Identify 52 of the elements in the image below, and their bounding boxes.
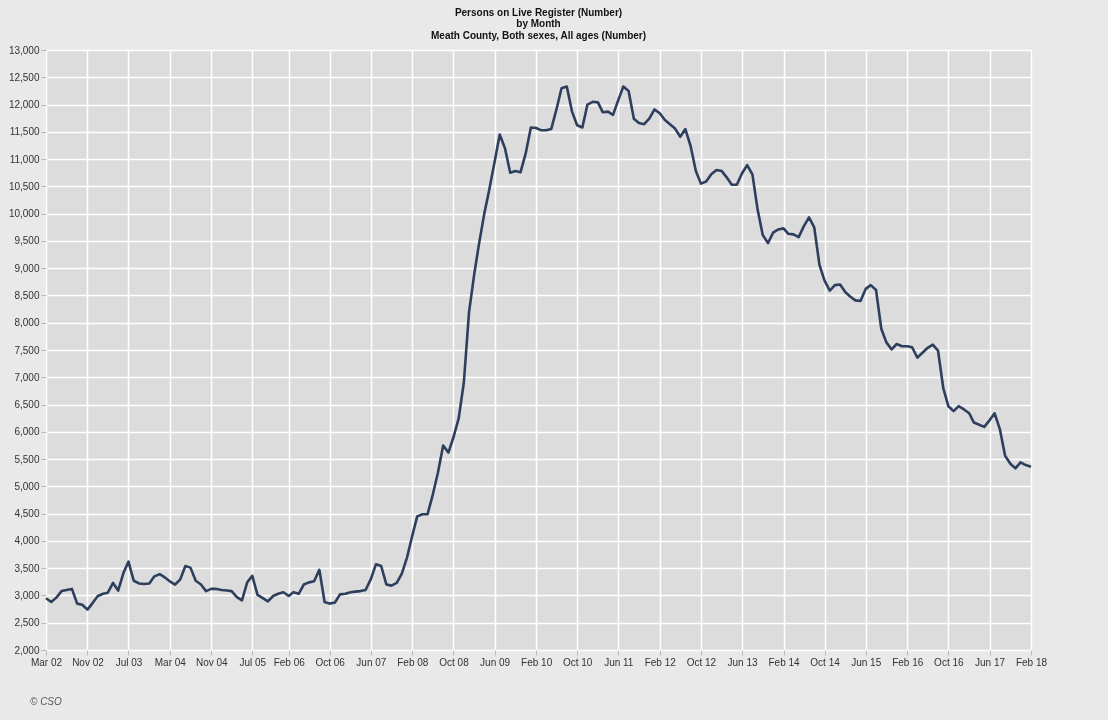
x-tick-label: Oct 10 xyxy=(562,656,593,668)
x-tick-label: Oct 06 xyxy=(315,656,346,668)
x-tick-label: Feb 10 xyxy=(521,656,553,668)
x-tick-label: Feb 12 xyxy=(644,656,677,668)
y-tick-label: 7,000 xyxy=(14,371,40,383)
x-tick-label: Jun 11 xyxy=(604,656,634,668)
x-tick-label: Jun 17 xyxy=(974,656,1006,668)
x-tick-label: Mar 02 xyxy=(30,656,63,668)
x-tick-label: Jun 07 xyxy=(356,656,387,668)
x-tick-label: Nov 04 xyxy=(195,656,229,668)
x-tick-label: Feb 18 xyxy=(1015,656,1048,668)
y-tick-label: 7,500 xyxy=(14,344,40,356)
y-tick-label: 9,500 xyxy=(14,235,40,247)
x-tick-label: Jul 03 xyxy=(115,656,143,668)
line-series xyxy=(44,85,1033,611)
y-tick-label: 5,500 xyxy=(14,453,40,465)
y-tick-label: 4,000 xyxy=(14,535,40,547)
y-tick-label: 2,000 xyxy=(14,644,40,656)
y-tick-label: 2,500 xyxy=(14,617,40,629)
x-tick-label: Feb 16 xyxy=(892,656,924,668)
y-tick-label: 6,500 xyxy=(14,399,40,411)
y-tick-label: 6,000 xyxy=(14,426,40,438)
x-tick-label: Feb 08 xyxy=(397,656,429,668)
x-tick-label: Jul 05 xyxy=(239,656,267,668)
y-tick-label: 11,500 xyxy=(9,126,40,138)
y-tick-label: 10,500 xyxy=(8,180,40,192)
y-tick-label: 4,500 xyxy=(14,508,40,520)
y-tick-label: 11,000 xyxy=(9,153,40,165)
x-tick-label: Jun 09 xyxy=(480,656,511,668)
x-tick-label: Nov 02 xyxy=(72,656,105,668)
text: © CSO xyxy=(30,696,62,707)
y-tick-label: 12,000 xyxy=(8,99,40,111)
x-tick-label: Jun 13 xyxy=(727,656,759,668)
chart-subtitle: by Month Meath County, Both sexes, All ages (Number) xyxy=(430,18,647,41)
x-tick-label: Oct 14 xyxy=(810,656,841,668)
y-tick-label: 3,000 xyxy=(14,589,40,601)
x-tick-label: Oct 16 xyxy=(934,656,965,668)
x-tick-label: Oct 08 xyxy=(439,656,470,668)
y-tick-label: 10,000 xyxy=(8,208,40,220)
y-tick-label: 9,000 xyxy=(14,262,40,274)
y-tick-label: 13,000 xyxy=(8,44,40,56)
chart-title: Persons on Live Register (Number) xyxy=(454,7,623,18)
y-tick-label: 12,500 xyxy=(8,71,40,83)
x-tick-label: Mar 04 xyxy=(154,656,187,668)
x-tick-label: Feb 06 xyxy=(273,656,306,668)
y-tick-label: 8,000 xyxy=(14,317,40,329)
y-tick-label: 5,000 xyxy=(14,480,40,492)
y-tick-label: 8,500 xyxy=(14,289,40,301)
x-tick-label: Feb 14 xyxy=(768,656,801,668)
y-tick-label: 3,500 xyxy=(14,562,40,574)
x-tick-label: Jun 15 xyxy=(851,656,882,668)
x-tick-label: Oct 12 xyxy=(686,656,717,668)
